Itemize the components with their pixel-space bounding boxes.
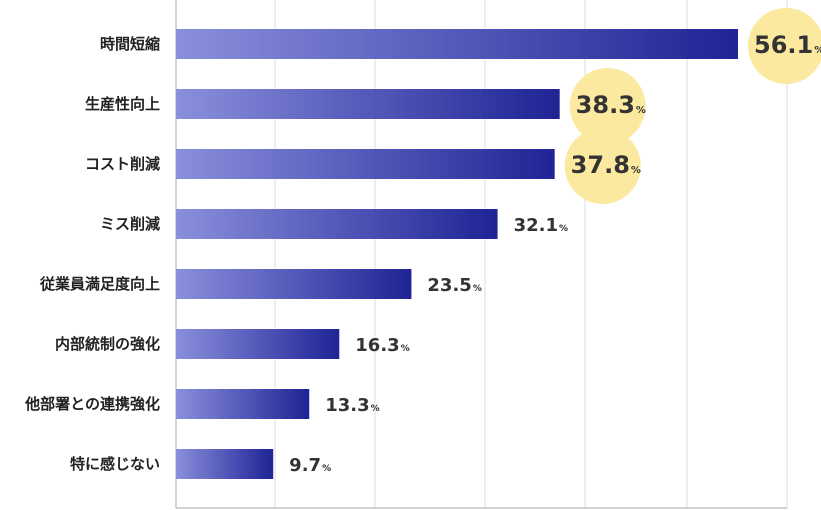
value-label: 38.3% [576, 91, 646, 119]
value-label: 23.5% [427, 275, 481, 296]
value-number: 13.3 [325, 395, 369, 416]
value-number: 37.8 [571, 151, 630, 179]
bar [176, 449, 274, 479]
grid-lines [175, 0, 788, 509]
category-label: 従業員満足度向上 [39, 275, 160, 293]
value-number: 9.7 [289, 455, 321, 476]
bars [176, 29, 738, 479]
bar [176, 89, 560, 119]
bar [176, 29, 738, 59]
value-unit: % [473, 284, 482, 294]
value-number: 38.3 [576, 91, 635, 119]
value-unit: % [631, 165, 641, 176]
value-label: 56.1% [754, 31, 821, 59]
category-label: コスト削減 [85, 155, 160, 173]
value-highlight-circle [564, 128, 641, 204]
value-unit: % [371, 404, 380, 414]
bar [176, 149, 555, 179]
category-label: ミス削減 [100, 215, 160, 233]
value-label: 37.8% [571, 151, 641, 179]
value-label: 16.3% [355, 335, 409, 356]
category-label: 他部署との連携強化 [24, 395, 160, 413]
value-number: 56.1 [754, 31, 813, 59]
value-labels: 56.1%38.3%37.8%32.1%23.5%16.3%13.3%9.7% [289, 31, 821, 476]
category-label: 時間短縮 [100, 35, 160, 53]
value-highlight-circle [569, 68, 646, 144]
value-unit: % [636, 105, 646, 116]
value-label: 9.7% [289, 455, 331, 476]
value-unit: % [559, 224, 568, 234]
value-number: 23.5 [427, 275, 471, 296]
value-highlight-circle [748, 8, 821, 84]
category-labels: 時間短縮生産性向上コスト削減ミス削減従業員満足度向上内部統制の強化他部署との連携… [24, 35, 160, 473]
value-number: 16.3 [355, 335, 399, 356]
value-unit: % [401, 344, 410, 354]
bar [176, 209, 498, 239]
category-label: 内部統制の強化 [55, 335, 160, 353]
value-unit: % [814, 45, 821, 56]
category-label: 特に感じない [70, 455, 160, 473]
bar [176, 269, 412, 299]
value-unit: % [322, 464, 331, 474]
value-label: 13.3% [325, 395, 379, 416]
category-label: 生産性向上 [85, 95, 160, 113]
value-number: 32.1 [514, 215, 558, 236]
highlight-circles [564, 8, 821, 204]
value-label: 32.1% [514, 215, 568, 236]
bar [176, 329, 340, 359]
bar [176, 389, 310, 419]
